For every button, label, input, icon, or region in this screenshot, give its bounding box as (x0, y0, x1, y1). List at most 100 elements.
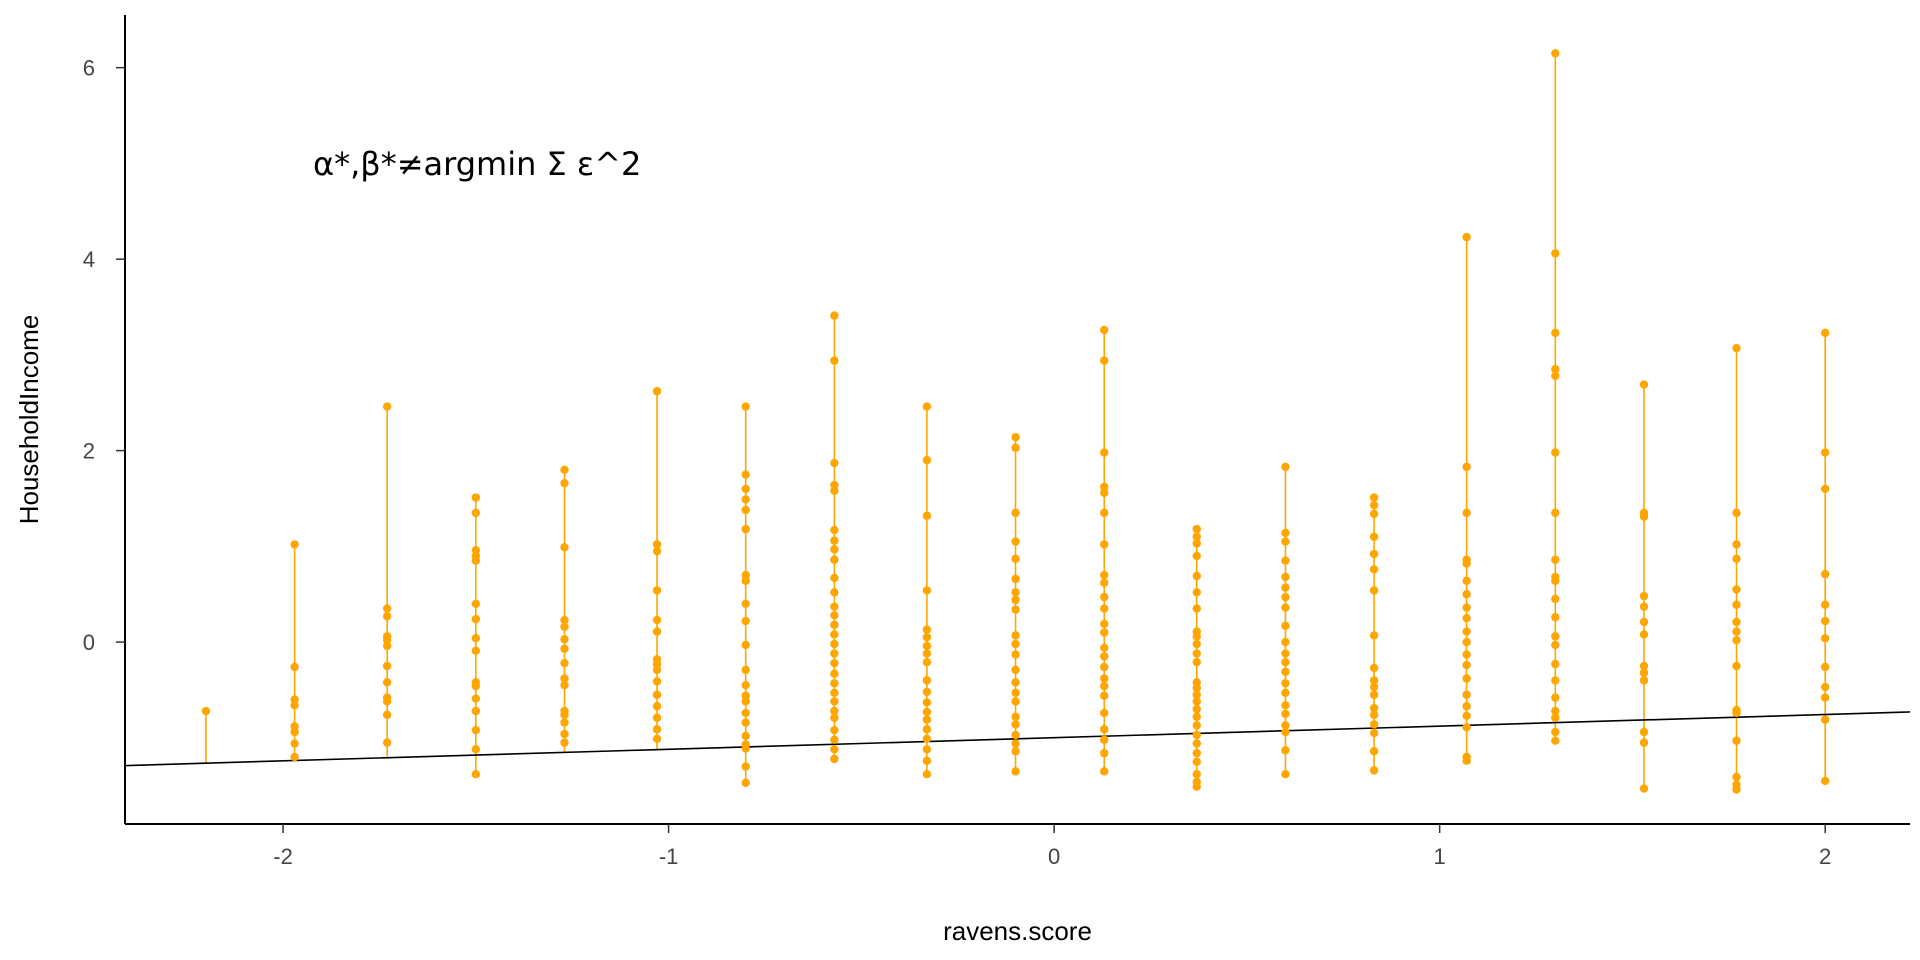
data-point-11-22 (1192, 757, 1201, 766)
data-point-15-19 (1551, 727, 1560, 737)
data-point-11-10 (1192, 649, 1201, 658)
data-point-5-8 (652, 665, 662, 675)
data-point-9-7 (1011, 595, 1020, 605)
data-point-4-4 (560, 622, 569, 631)
data-point-6-16 (741, 718, 750, 727)
x-tick-label-2: 0 (1048, 844, 1060, 869)
data-point-11-5 (1192, 588, 1201, 597)
y-tick-label-0: 0 (83, 630, 95, 655)
data-point-7-16 (830, 649, 839, 658)
data-point-6-1 (741, 470, 750, 479)
data-point-3-12 (471, 706, 481, 716)
data-point-0-0 (201, 706, 211, 716)
data-point-2-5 (382, 641, 392, 651)
data-point-18-8 (1820, 682, 1830, 692)
data-point-3-5 (471, 599, 481, 608)
data-point-15-12 (1551, 632, 1560, 641)
data-point-7-0 (830, 311, 839, 320)
data-point-14-7 (1462, 603, 1471, 612)
data-point-9-12 (1011, 665, 1020, 675)
y-tick-label-3: 6 (83, 56, 95, 81)
data-point-17-0 (1732, 343, 1741, 353)
data-point-11-9 (1192, 639, 1201, 649)
data-point-14-11 (1462, 650, 1471, 659)
x-tick-label-3: 1 (1434, 844, 1446, 869)
data-point-4-2 (560, 543, 569, 552)
data-point-11-23 (1192, 770, 1201, 779)
data-point-8-15 (922, 734, 932, 743)
data-point-9-11 (1011, 650, 1020, 659)
data-point-6-8 (741, 599, 750, 608)
data-point-17-7 (1732, 627, 1741, 636)
data-point-12-12 (1281, 667, 1290, 676)
data-point-11-15 (1192, 697, 1201, 706)
data-point-16-4 (1639, 602, 1649, 611)
y-axis-ticks: 0 2 4 6 (83, 56, 125, 655)
data-point-14-5 (1462, 576, 1471, 586)
data-point-12-19 (1281, 746, 1290, 755)
data-point-18-1 (1820, 448, 1830, 457)
data-point-8-16 (922, 745, 932, 754)
data-point-15-15 (1551, 676, 1560, 685)
data-point-7-12 (830, 611, 839, 620)
data-point-12-16 (1281, 709, 1290, 719)
data-point-18-0 (1820, 328, 1830, 338)
data-point-14-0 (1462, 232, 1471, 242)
data-point-3-14 (471, 745, 481, 754)
data-point-7-18 (830, 669, 839, 678)
data-point-11-18 (1192, 721, 1201, 730)
data-point-15-10 (1551, 594, 1560, 604)
data-point-15-20 (1551, 736, 1560, 745)
data-point-17-6 (1732, 617, 1741, 627)
data-point-5-13 (652, 725, 662, 734)
data-point-7-15 (830, 639, 839, 649)
data-point-10-22 (1100, 748, 1109, 758)
y-tick-label-1: 2 (83, 439, 95, 464)
data-point-5-4 (652, 615, 662, 625)
data-point-18-4 (1820, 600, 1830, 609)
data-point-13-14 (1369, 720, 1379, 729)
data-point-9-19 (1011, 739, 1020, 748)
data-point-6-2 (741, 484, 750, 494)
data-point-12-15 (1281, 701, 1290, 710)
data-point-15-14 (1551, 659, 1560, 669)
data-point-11-12 (1192, 678, 1201, 687)
data-point-18-3 (1820, 569, 1830, 579)
data-point-7-23 (830, 713, 839, 722)
data-point-13-11 (1369, 690, 1379, 699)
data-point-9-6 (1011, 588, 1020, 597)
data-point-14-10 (1462, 637, 1471, 647)
data-point-17-1 (1732, 508, 1741, 518)
data-point-3-0 (471, 493, 481, 502)
data-point-6-11 (741, 665, 750, 675)
data-point-12-11 (1281, 658, 1290, 667)
x-tick-label-0: -2 (273, 844, 293, 869)
data-point-13-10 (1369, 682, 1379, 692)
data-point-15-16 (1551, 693, 1560, 702)
data-point-4-0 (560, 465, 569, 474)
data-point-2-7 (382, 678, 392, 687)
data-point-11-20 (1192, 739, 1201, 748)
data-point-3-10 (471, 681, 481, 691)
data-point-12-9 (1281, 637, 1290, 647)
data-point-4-5 (560, 635, 569, 644)
data-point-8-17 (922, 756, 932, 766)
data-point-18-9 (1820, 693, 1830, 702)
data-point-9-16 (1011, 712, 1020, 721)
data-point-6-9 (741, 616, 750, 626)
data-point-15-6 (1551, 508, 1560, 518)
data-point-10-0 (1100, 325, 1109, 335)
data-point-3-7 (471, 634, 481, 643)
data-point-18-5 (1820, 616, 1830, 626)
data-point-10-19 (1100, 708, 1109, 718)
data-point-5-7 (652, 659, 662, 669)
data-point-11-3 (1192, 551, 1201, 561)
data-point-12-17 (1281, 721, 1290, 730)
data-point-13-6 (1369, 586, 1379, 595)
data-point-9-5 (1011, 574, 1020, 584)
data-point-7-11 (830, 602, 839, 611)
data-point-16-5 (1639, 617, 1649, 627)
data-point-12-3 (1281, 556, 1290, 565)
data-point-8-14 (922, 725, 932, 734)
